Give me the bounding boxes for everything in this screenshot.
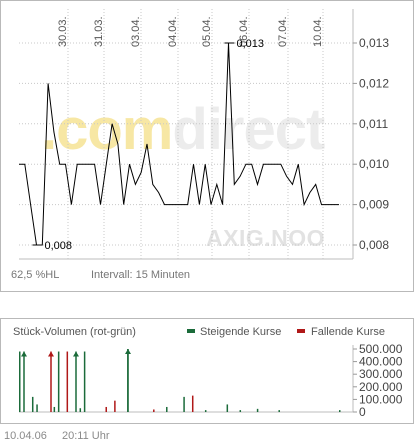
volume-y-tick-label: 400.000	[359, 355, 403, 369]
timestamp-time: 20:11 Uhr	[62, 430, 110, 442]
trade-marker-arrow	[73, 351, 79, 357]
price-annotation-label: 0,008	[44, 240, 72, 252]
price-x-tick-label: 05.04.	[201, 16, 213, 47]
volume-bar-up	[166, 406, 168, 412]
price-x-tick-labels: 30.03. 31.03. 03.04. 04.04. 05.04. 06.04. 07.0…	[57, 16, 324, 47]
volume-axis	[19, 345, 357, 413]
price-x-tick-label: 31.03.	[93, 16, 105, 47]
volume-bar-up	[57, 351, 60, 412]
volume-bar-up	[53, 406, 56, 412]
volume-bars	[19, 349, 341, 412]
volume-bar-up	[226, 404, 229, 412]
legend-up-label: Steigende Kurse	[200, 326, 282, 338]
trade-marker-arrow	[48, 351, 54, 357]
price-x-tick-label: 07.04.	[277, 16, 289, 47]
price-y-tick-label: 0,012	[359, 76, 389, 90]
percent-hl-label: 62,5 %HL	[11, 269, 60, 281]
volume-bar-down	[191, 395, 194, 412]
volume-bar-up	[339, 410, 341, 412]
volume-bar-down	[153, 409, 155, 412]
volume-bar-up	[239, 410, 242, 412]
volume-bar-up	[19, 351, 21, 412]
volume-trade-markers	[21, 349, 131, 412]
volume-bar-up	[83, 351, 86, 412]
price-annotations: 0,013 0,008	[32, 38, 264, 252]
legend-down-label: Fallende Kurse	[311, 326, 385, 338]
timestamp-date: 10.04.06	[4, 430, 47, 442]
volume-bar-up	[183, 396, 185, 412]
volume-y-tick-label: 200.000	[359, 380, 403, 394]
symbol-watermark: AXIG.NOO	[206, 225, 326, 251]
trade-marker-arrow	[21, 351, 27, 357]
price-grid	[19, 9, 357, 260]
volume-y-tick-label: 100.000	[359, 392, 403, 406]
price-series-line	[19, 42, 339, 246]
volume-bar-down	[66, 351, 69, 412]
price-y-tick-label: 0,008	[359, 238, 389, 252]
volume-bar-up	[278, 410, 280, 412]
volume-title: Stück-Volumen (rot-grün)	[13, 326, 136, 338]
volume-bar-up	[256, 408, 259, 412]
price-y-tick-label: 0,010	[359, 157, 389, 171]
price-y-tick-label: 0,011	[359, 117, 388, 131]
price-chart-panel: .comdirect AXIG.NOO 30.03. 31.03. 03.04. 04…	[0, 0, 414, 292]
price-x-tick-label: 30.03.	[57, 16, 69, 47]
price-annotation-label: 0,013	[236, 38, 264, 50]
price-x-tick-label: 10.04.	[312, 16, 324, 47]
price-y-tick-labels: 0,013 0,012 0,011 0,010 0,009 0,008	[359, 36, 389, 252]
legend-up-swatch	[187, 329, 195, 333]
price-x-tick-label: 03.04.	[130, 16, 142, 47]
volume-bar-up	[36, 404, 38, 412]
volume-bar-up	[204, 410, 207, 412]
price-y-tick-label: 0,013	[359, 36, 389, 50]
volume-chart-panel: Stück-Volumen (rot-grün) Steigende Kurse…	[0, 318, 414, 424]
trade-marker-arrow	[125, 349, 131, 354]
volume-bar-up	[79, 408, 82, 412]
volume-y-tick-label: 0	[359, 405, 366, 419]
volume-y-tick-label: 500.000	[359, 342, 403, 356]
interval-label: Intervall: 15 Minuten	[91, 269, 191, 281]
price-x-tick-label: 06.04.	[238, 16, 250, 47]
volume-bar-up	[31, 396, 34, 412]
price-line-chart: 30.03. 31.03. 03.04. 04.04. 05.04. 06.04. 07.0…	[19, 9, 389, 260]
volume-y-tick-label: 300.000	[359, 367, 403, 381]
volume-bar-down	[114, 400, 116, 412]
price-x-tick-label: 04.04.	[167, 16, 179, 47]
price-y-tick-label: 0,009	[359, 198, 389, 212]
volume-bar-down	[105, 406, 107, 412]
legend-down-swatch	[297, 329, 305, 333]
